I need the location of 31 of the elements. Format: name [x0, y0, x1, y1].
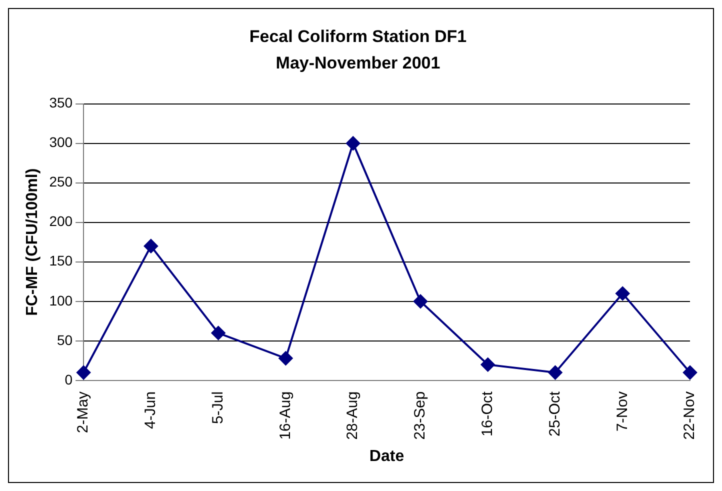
point [683, 366, 697, 380]
point [413, 294, 428, 308]
x-tick-label: 25-Oct [546, 390, 564, 436]
y-tick-label: 250 [49, 174, 73, 190]
point [480, 358, 495, 372]
x-tick-label: 28-Aug [344, 391, 362, 440]
y-tick-label: 50 [56, 332, 73, 348]
x-tick-label: 23-Sep [412, 391, 429, 440]
y-tick-label: 200 [49, 213, 73, 230]
point [548, 366, 562, 380]
chart-subtitle: May-November 2001 [276, 53, 440, 72]
x-tick-label: 22-Nov [681, 390, 698, 440]
y-tick-label: 350 [49, 94, 73, 111]
y-axis-title: FC-MF (CFU/100ml) [24, 168, 42, 316]
x-tick-label: 16-Aug [276, 391, 294, 440]
point [616, 286, 630, 300]
y-tick-label: 0 [64, 371, 73, 388]
chart-title: Fecal Coliform Station DF1 [249, 26, 467, 46]
point [346, 136, 360, 150]
point [211, 326, 226, 340]
y-tick-label: 150 [49, 252, 73, 269]
x-tick-label: 4-Jun [142, 391, 160, 429]
x-tick-label: 2-May [74, 390, 92, 434]
y-tick-label: 100 [49, 292, 73, 308]
point [144, 239, 158, 254]
x-tick-label: 7-Nov [614, 390, 631, 432]
x-axis-title: Date [369, 448, 404, 465]
x-tick-label: 5-Jul [209, 391, 226, 424]
point [278, 351, 293, 366]
y-tick-label: 300 [49, 134, 73, 150]
x-tick-label: 16-Oct [478, 390, 496, 436]
